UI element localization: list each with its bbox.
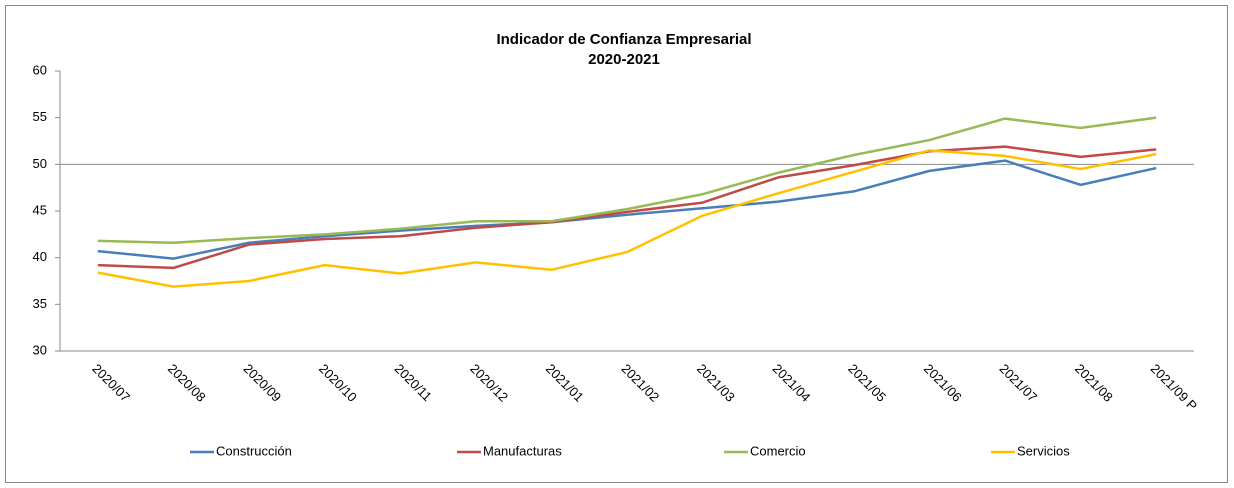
legend-label: Manufacturas <box>483 443 562 458</box>
series-line <box>97 149 1157 288</box>
chart-border <box>5 5 1228 483</box>
y-tick-label: 45 <box>33 202 47 217</box>
y-tick-label: 35 <box>33 296 47 311</box>
series-line <box>97 159 1157 260</box>
legend-label: Construcción <box>216 443 292 458</box>
y-tick-label: 40 <box>33 249 47 264</box>
chart-title: Indicador de Confianza Empresarial <box>496 31 751 48</box>
y-tick-label: 30 <box>33 342 47 357</box>
series-line <box>97 145 1157 270</box>
legend-label: Servicios <box>1017 443 1070 458</box>
legend-label: Comercio <box>750 443 806 458</box>
y-tick-label: 60 <box>33 62 47 77</box>
y-tick-label: 50 <box>33 156 47 171</box>
y-tick-label: 55 <box>33 109 47 124</box>
series-line <box>97 116 1157 244</box>
chart-subtitle: 2020-2021 <box>588 51 660 68</box>
